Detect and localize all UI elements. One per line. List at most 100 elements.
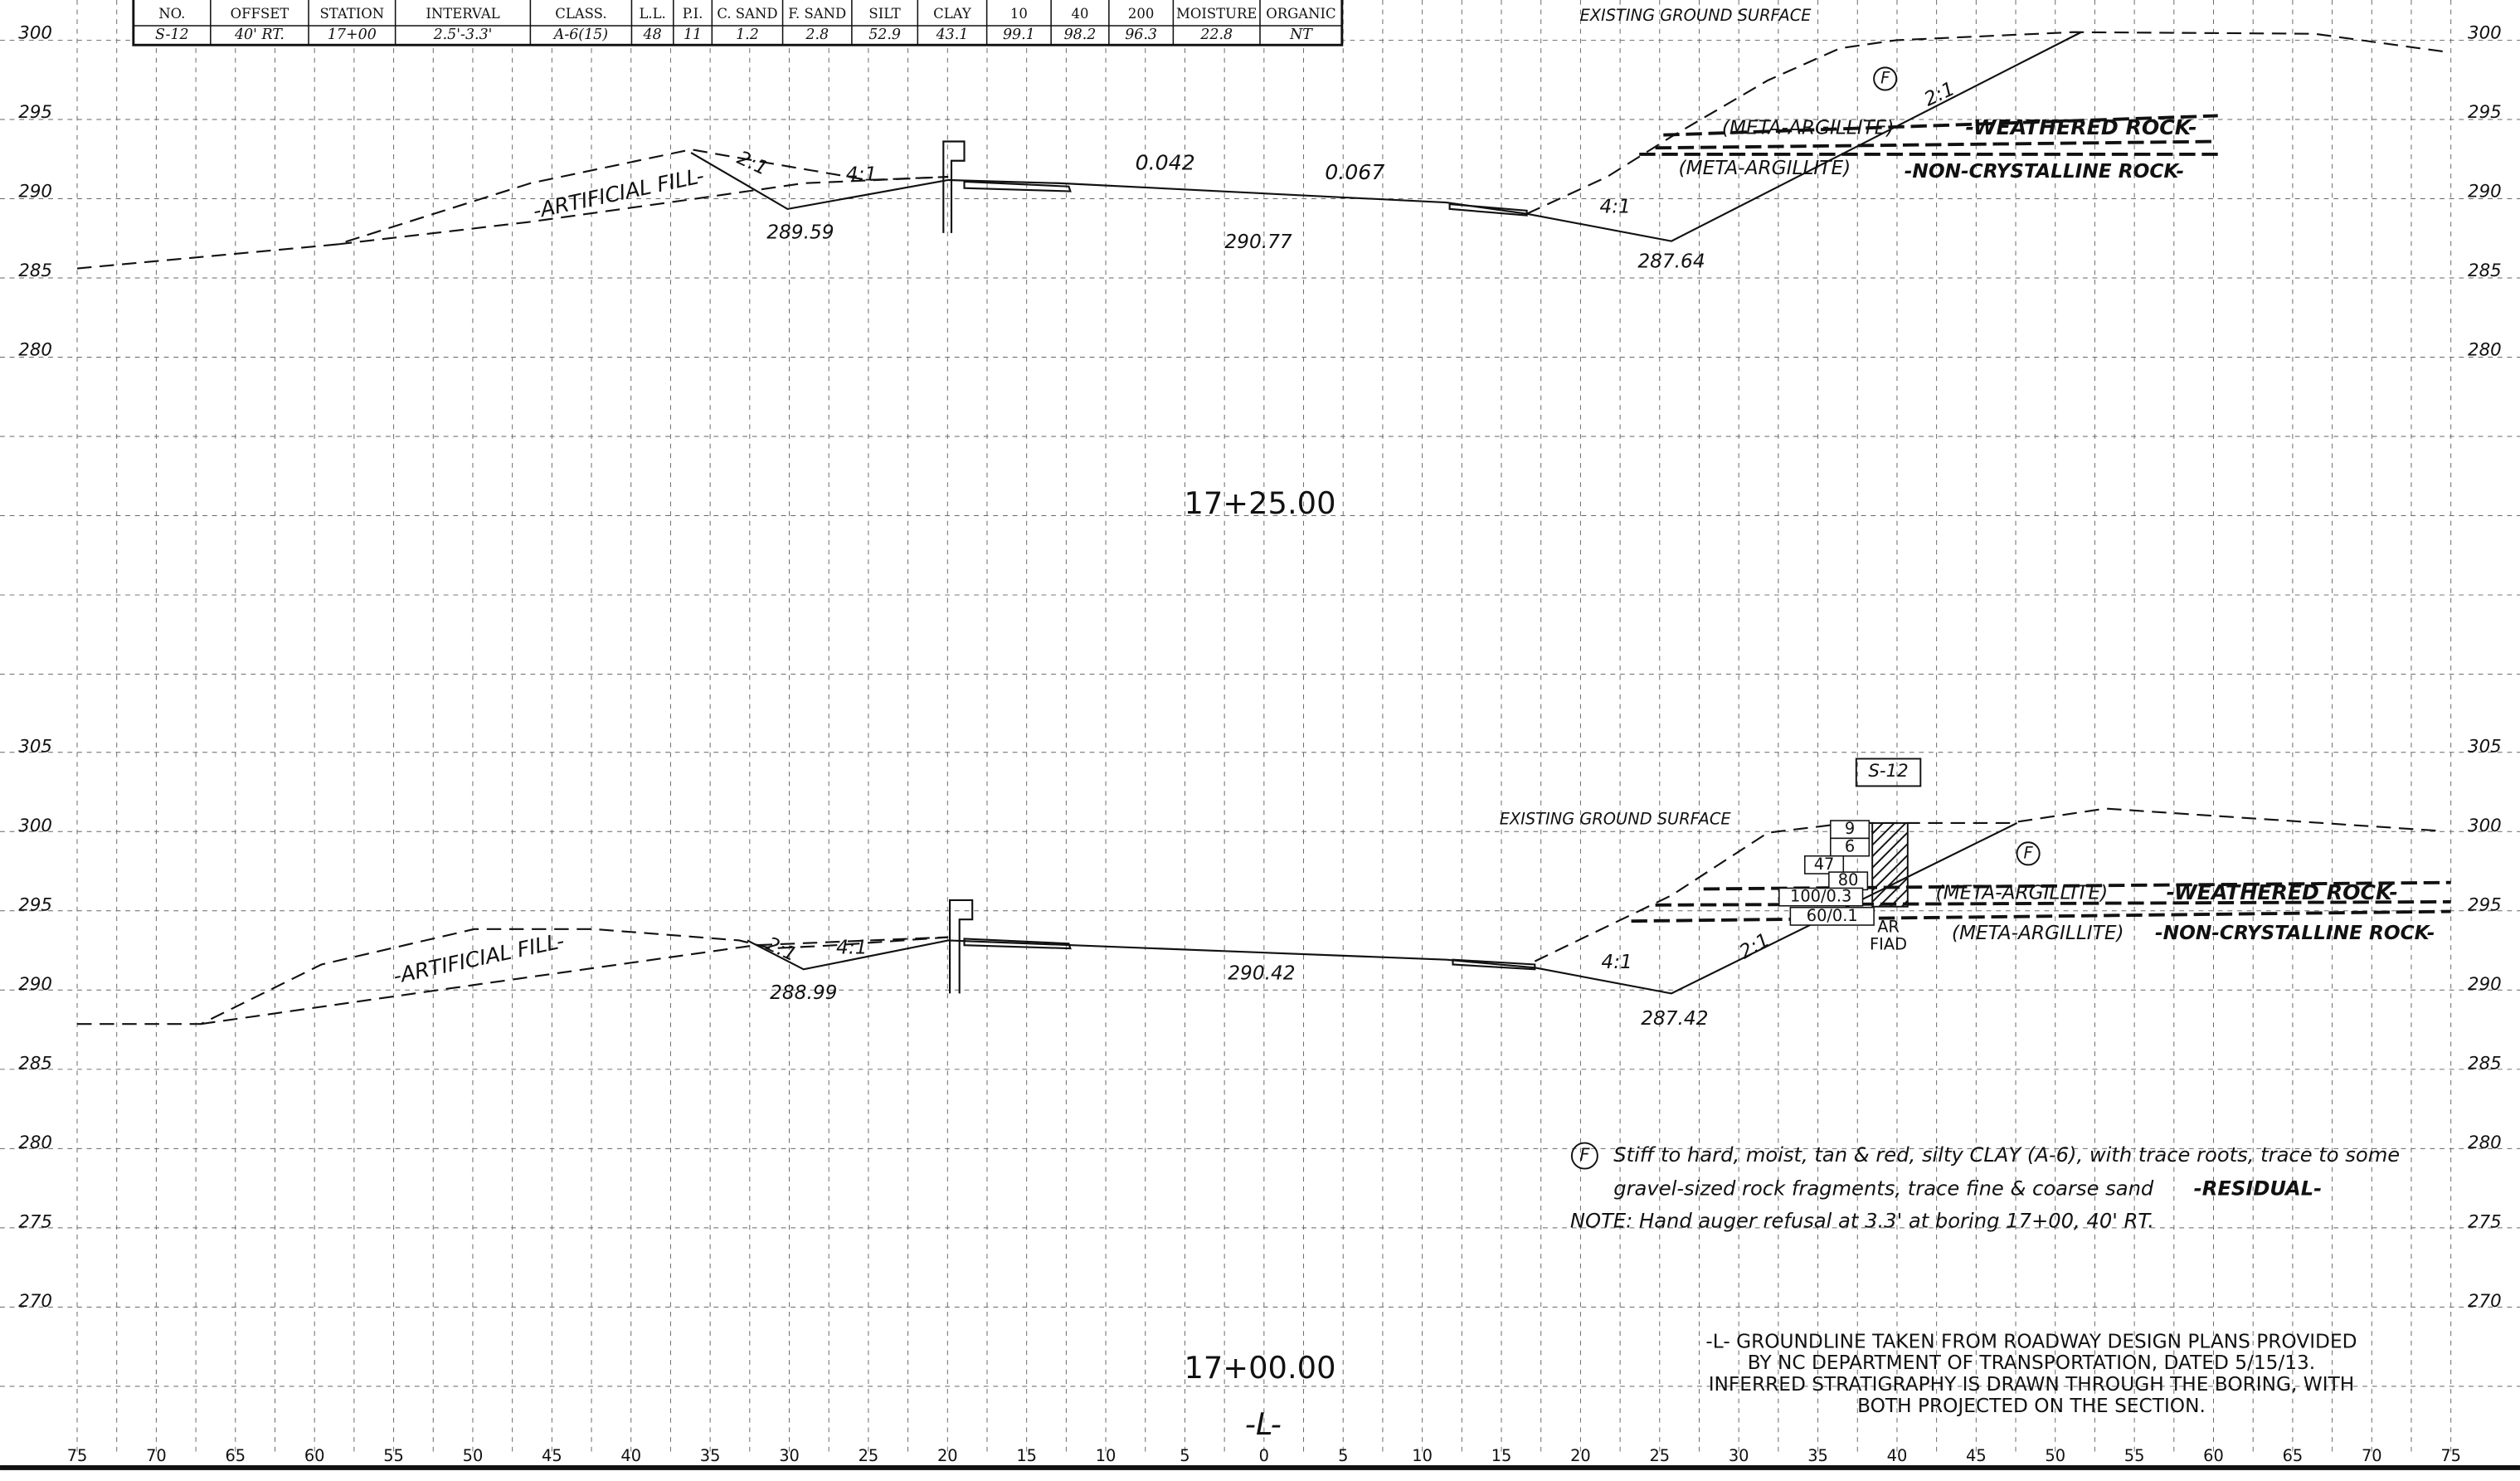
offset-label: 20 bbox=[937, 1446, 958, 1465]
table-header: 40 bbox=[1072, 6, 1089, 22]
section-label: (META-ARGILLITE) bbox=[1936, 882, 2109, 904]
section-label: AR bbox=[1877, 917, 1900, 936]
ditch bbox=[963, 180, 1528, 217]
legend-note: NOTE: Hand auger refusal at 3.3' at bori… bbox=[1570, 1209, 2154, 1232]
guardrail bbox=[942, 140, 966, 233]
table-cell: 96.3 bbox=[1125, 27, 1157, 43]
offset-label: 40 bbox=[620, 1446, 641, 1465]
table-cell: 1.2 bbox=[736, 27, 759, 43]
blow-count: 47 bbox=[1814, 855, 1835, 874]
elevation-label: 280 bbox=[2468, 1133, 2502, 1153]
table-cell: 52.9 bbox=[868, 27, 901, 43]
table-cell: 22.8 bbox=[1199, 27, 1233, 43]
section-label: -ARTIFICIAL FILL- bbox=[531, 163, 706, 223]
table-frame bbox=[132, 0, 1344, 46]
elevation-label: 285 bbox=[2468, 261, 2502, 281]
elevation-label: 290 bbox=[2468, 974, 2502, 995]
section-upper-profiles bbox=[76, 31, 2444, 270]
elevation-label: 300 bbox=[2468, 23, 2502, 44]
offset-label: 75 bbox=[2440, 1446, 2461, 1465]
offset-label: 25 bbox=[859, 1446, 879, 1465]
station-label: 17+00.00 bbox=[1185, 1350, 1336, 1386]
table-header: SILT bbox=[868, 6, 900, 22]
section-label: (META-ARGILLITE) bbox=[1679, 157, 1851, 179]
section-label: 290.77 bbox=[1224, 231, 1292, 253]
table-cell: 17+00 bbox=[328, 27, 377, 43]
ditch bbox=[963, 938, 1536, 971]
soil-symbol bbox=[1570, 1142, 1598, 1170]
elevation-label: 280 bbox=[18, 1133, 52, 1153]
blow-count-box bbox=[1804, 855, 1845, 874]
table-header: P.I. bbox=[683, 6, 703, 22]
table-cell: 11 bbox=[684, 27, 702, 43]
soil-symbol bbox=[2016, 841, 2041, 866]
section-label: 290.42 bbox=[1228, 962, 1295, 985]
section-label: 2:1 bbox=[734, 147, 771, 180]
station-label: 17+25.00 bbox=[1185, 485, 1336, 521]
elevation-label: 275 bbox=[18, 1211, 52, 1232]
boring-log bbox=[1871, 822, 1909, 908]
section-label: -NON-CRYSTALLINE ROCK- bbox=[2155, 922, 2435, 944]
offset-label: 35 bbox=[700, 1446, 721, 1465]
table-cell: 2.8 bbox=[805, 27, 829, 43]
blow-count-box bbox=[1830, 837, 1871, 857]
table-header: L.L. bbox=[639, 6, 665, 22]
table-header: NO. bbox=[158, 6, 185, 22]
offset-label: 5 bbox=[1338, 1446, 1348, 1465]
elevation-label: 285 bbox=[18, 1053, 52, 1074]
offset-label: 50 bbox=[2045, 1446, 2065, 1465]
offset-label: 5 bbox=[1180, 1446, 1189, 1465]
existing-ground bbox=[1526, 31, 2444, 215]
section-label: 4:1 bbox=[1601, 951, 1632, 973]
offset-label: 70 bbox=[2362, 1446, 2382, 1465]
legend-unit: -RESIDUAL- bbox=[2194, 1177, 2323, 1201]
offset-label: 45 bbox=[1966, 1446, 1987, 1465]
table-cell: S-12 bbox=[155, 27, 189, 43]
section-label: 287.42 bbox=[1641, 1007, 1708, 1030]
offset-label: 10 bbox=[1412, 1446, 1433, 1465]
proposed-grade bbox=[690, 31, 2082, 242]
table-cell: NT bbox=[1289, 27, 1313, 43]
offset-label: 65 bbox=[2283, 1446, 2304, 1465]
section-label: 2:1 bbox=[1920, 77, 1958, 110]
offset-label: 65 bbox=[225, 1446, 246, 1465]
legend-symbol: F bbox=[1579, 1145, 1590, 1166]
elevation-label: 275 bbox=[2468, 1211, 2502, 1232]
blow-count: 6 bbox=[1845, 837, 1855, 856]
non-crystalline-rock-line bbox=[1631, 909, 2451, 923]
section-label: -WEATHERED ROCK- bbox=[2167, 880, 2398, 904]
elevation-label: 300 bbox=[18, 23, 52, 44]
table-header: C. SAND bbox=[717, 6, 777, 22]
elevation-label: 280 bbox=[2468, 340, 2502, 361]
general-note: BY NC DEPARTMENT OF TRANSPORTATION, DATE… bbox=[1748, 1352, 2315, 1374]
table-cell: 99.1 bbox=[1003, 27, 1035, 43]
table-header: 10 bbox=[1010, 6, 1028, 22]
table-header: CLAY bbox=[933, 6, 971, 22]
elevation-label: 285 bbox=[18, 261, 52, 281]
general-note: BOTH PROJECTED ON THE SECTION. bbox=[1857, 1395, 2206, 1417]
table-header: 200 bbox=[1128, 6, 1154, 22]
centerline-label: -L- bbox=[1245, 1406, 1282, 1442]
section-label: (META-ARGILLITE) bbox=[1952, 922, 2124, 944]
section-label: 4:1 bbox=[1599, 195, 1630, 217]
offset-label: 50 bbox=[463, 1446, 484, 1465]
elevation-label: 280 bbox=[18, 340, 52, 361]
table-cell: 43.1 bbox=[936, 27, 969, 43]
lab-results-table: NO. S-12 OFFSET 40' RT. STATION 17+00 INTERVAL… bbox=[132, 0, 1344, 46]
section-label: F bbox=[1880, 68, 1890, 87]
table-header: CLASS. bbox=[555, 6, 606, 22]
offset-label: 70 bbox=[146, 1446, 167, 1465]
table-cell: 98.2 bbox=[1064, 27, 1097, 43]
section-label: 289.59 bbox=[766, 221, 834, 243]
table-cell: 48 bbox=[643, 27, 662, 43]
labels: 75 70 65 60 55 50 45 40 35 30 25 20 15 10 5 0 5 10 15 20 25 3… bbox=[18, 6, 2501, 1465]
table-header: INTERVAL bbox=[426, 6, 499, 22]
elevation-label: 270 bbox=[18, 1291, 52, 1312]
offset-label: 60 bbox=[2203, 1446, 2224, 1465]
elevation-label: 290 bbox=[2468, 182, 2502, 202]
offset-label: 55 bbox=[383, 1446, 404, 1465]
blow-count: 9 bbox=[1845, 819, 1855, 838]
section-label: -WEATHERED ROCK- bbox=[1965, 115, 2196, 139]
